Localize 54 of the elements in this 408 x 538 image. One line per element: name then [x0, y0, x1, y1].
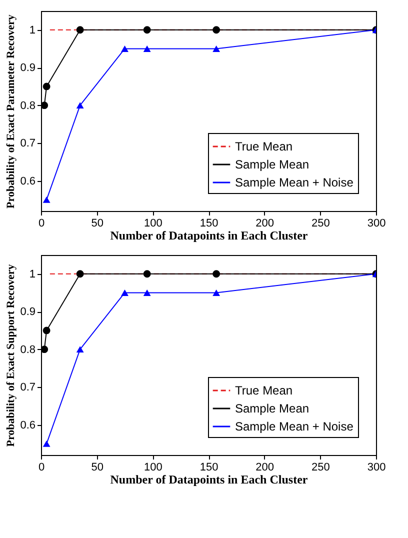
point: [42, 82, 50, 90]
point: [143, 46, 151, 52]
x-tick-label: 200: [256, 218, 274, 230]
x-tick-label: 0: [38, 462, 45, 474]
x-tick-label: 250: [311, 462, 330, 474]
x-tick-label: 50: [91, 218, 104, 230]
point: [121, 290, 128, 296]
legend-label: Sample Mean: [235, 158, 310, 172]
x-tick-label: 50: [91, 462, 104, 474]
x-tick-label: 150: [200, 462, 218, 474]
point: [212, 26, 220, 34]
x-tick-label: 300: [367, 218, 386, 230]
point: [212, 270, 220, 278]
point: [76, 26, 84, 34]
x-tick-label: 100: [144, 218, 162, 230]
point: [41, 102, 48, 110]
point: [143, 290, 151, 296]
y-tick-label: 1: [29, 268, 36, 280]
y-tick-label: 0.7: [20, 138, 36, 150]
legend-label: True Mean: [235, 140, 293, 154]
point: [41, 346, 48, 354]
point: [42, 196, 50, 203]
point: [76, 346, 84, 353]
x-tick-label: 250: [311, 218, 330, 230]
x-tick-label: 100: [144, 462, 162, 474]
y-tick-label: 0.8: [20, 344, 36, 356]
point: [42, 440, 50, 447]
y-axis-title: Probability of Exact Support Recovery: [5, 264, 18, 447]
y-tick-label: 0.6: [20, 419, 36, 432]
point: [76, 102, 84, 109]
x-tick-label: 200: [256, 462, 274, 474]
y-tick-label: 1: [29, 24, 36, 36]
legend-label: True Mean: [235, 384, 293, 398]
point: [212, 290, 220, 296]
y-tick-label: 0.8: [20, 100, 36, 112]
x-axis-title: Number of Datapoints in Each Cluster: [110, 228, 308, 242]
y-tick-label: 0.9: [20, 306, 36, 318]
legend-label: Sample Mean: [235, 402, 310, 416]
point: [76, 270, 84, 278]
point: [121, 46, 128, 52]
point: [42, 326, 50, 334]
y-axis-title: Probability of Exact Parameter Recovery: [5, 14, 18, 208]
point: [212, 46, 220, 52]
legend-label: Sample Mean + Noise: [235, 176, 354, 190]
x-tick-label: 0: [38, 218, 45, 230]
x-tick-label: 300: [367, 462, 386, 474]
y-tick-label: 0.6: [20, 175, 36, 188]
point: [143, 270, 151, 278]
y-tick-label: 0.7: [20, 382, 36, 394]
legend-label: Sample Mean + Noise: [235, 420, 354, 434]
x-axis-title: Number of Datapoints in Each Cluster: [110, 472, 308, 486]
point: [143, 26, 151, 34]
y-tick-label: 0.9: [20, 62, 36, 74]
x-tick-label: 150: [200, 218, 218, 230]
